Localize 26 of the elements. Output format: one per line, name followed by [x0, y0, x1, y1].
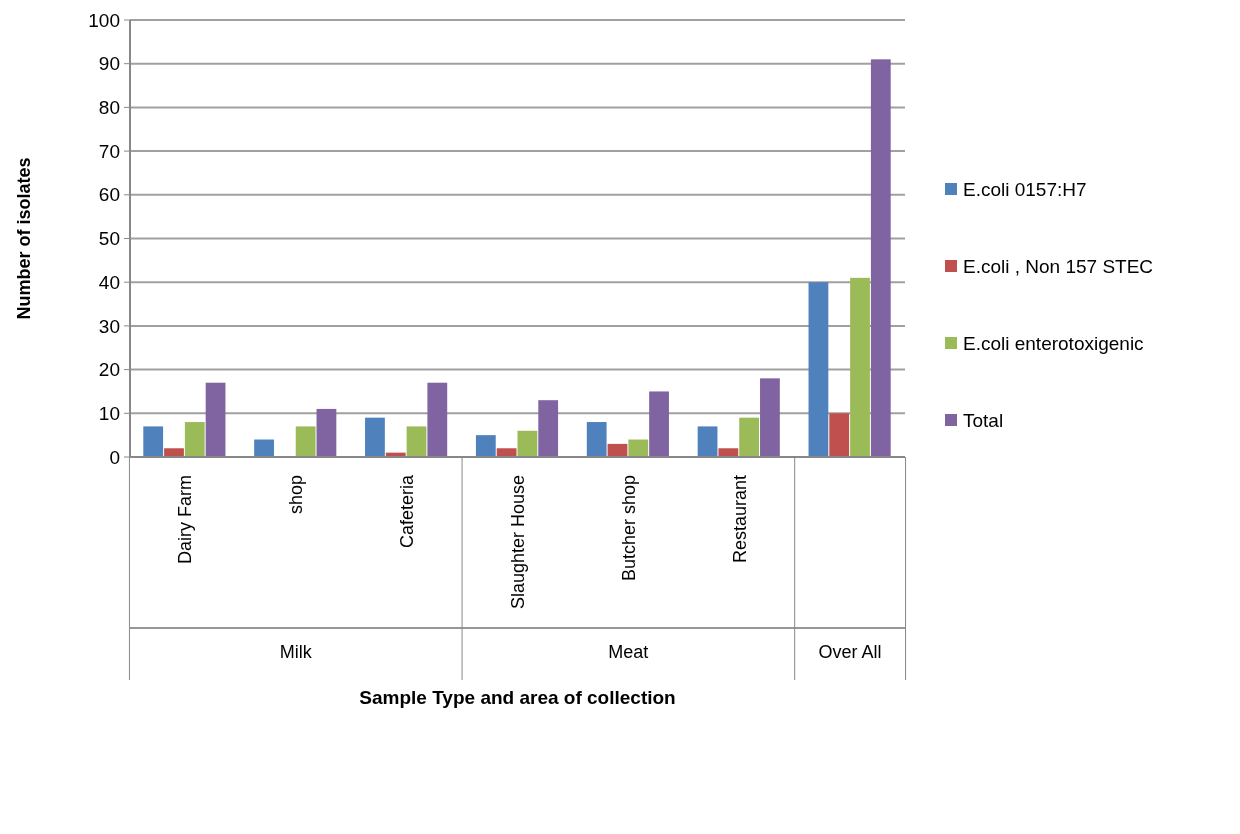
y-tick-label: 50 — [98, 228, 120, 250]
y-tick-label: 70 — [98, 140, 120, 162]
text: Over All — [818, 642, 882, 662]
y-tick-label: 0 — [109, 446, 120, 468]
y-tick-label: 60 — [98, 184, 120, 206]
text: Meat — [608, 642, 649, 662]
x-tick-label: Butcher shop — [618, 475, 639, 582]
y-tick-label: 80 — [98, 97, 120, 119]
y-tick-label: 30 — [98, 315, 120, 337]
x-axis-title: Sample Type and area of collection — [359, 687, 676, 708]
y-tick-label: 100 — [88, 9, 120, 31]
x-tick-label: Slaughter House — [507, 475, 528, 610]
y-tick-label: 40 — [98, 271, 120, 293]
y-axis-title: Number of isolates — [14, 157, 34, 320]
y-tick-label: 10 — [98, 402, 120, 424]
x-tick-label: shop — [286, 475, 307, 515]
y-tick-label: 90 — [98, 53, 120, 75]
x-tick-label: Dairy Farm — [175, 475, 196, 564]
x-tick-label: Restaurant — [729, 475, 750, 564]
y-tick-label: 20 — [98, 359, 120, 381]
x-tick-label: Cafeteria — [396, 474, 417, 549]
legend-label: E.coli , Non 157 STEC — [963, 255, 1154, 277]
legend-label: E.coli enterotoxigenic — [963, 332, 1144, 354]
legend-label: E.coli 0157:H7 — [963, 178, 1087, 200]
text: Milk — [279, 642, 313, 662]
legend-label: Total — [963, 409, 1004, 431]
